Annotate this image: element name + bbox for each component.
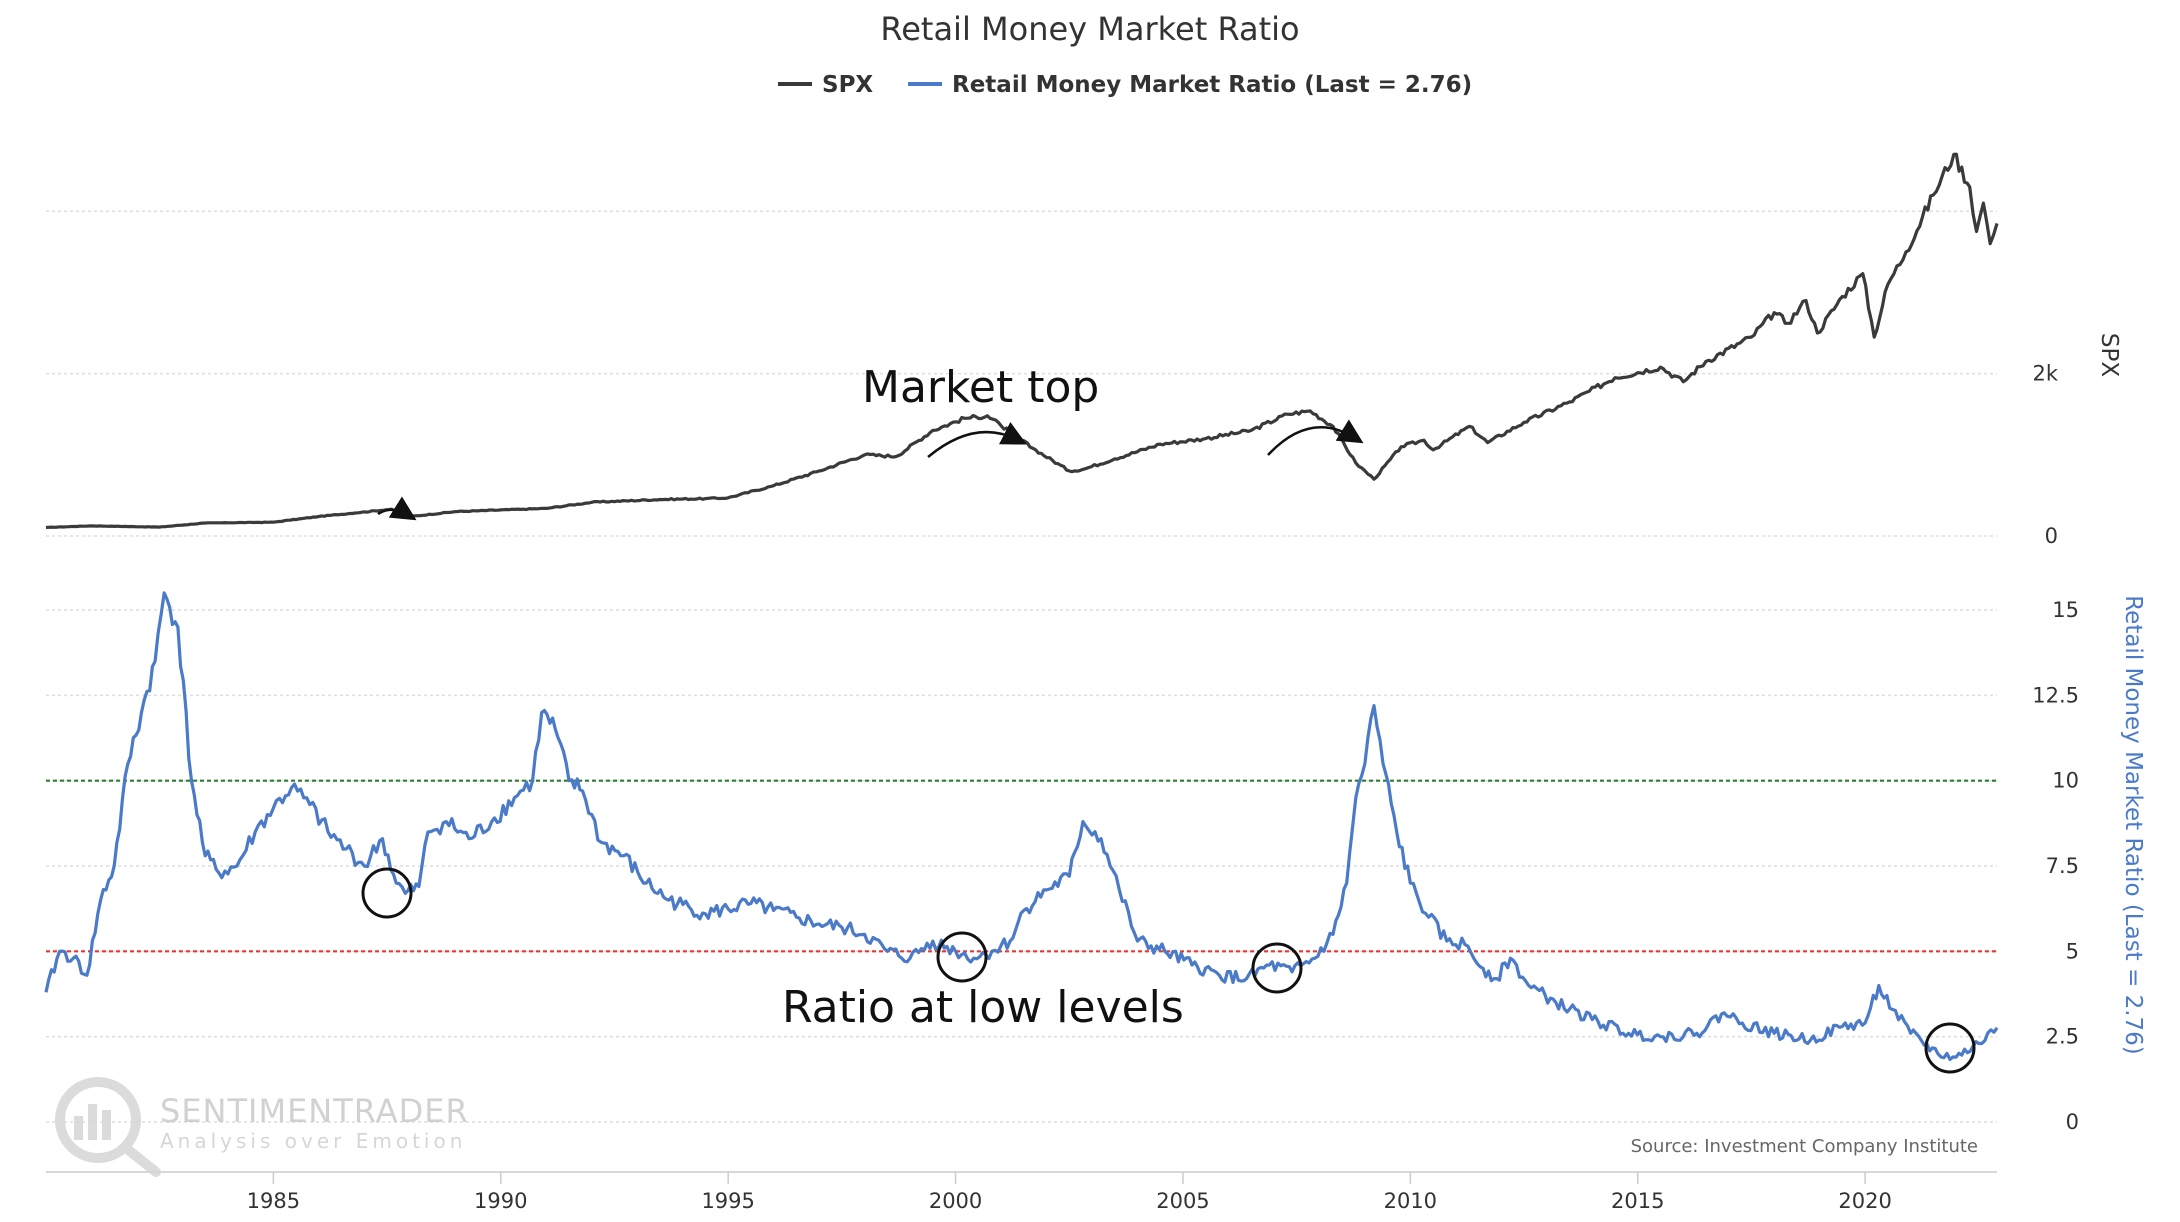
ratio-tick-label: 12.5 [2032,683,2079,707]
ratio-tick-label: 15 [2052,598,2079,622]
ratio-axis-title: Retail Money Market Ratio (Last = 2.76) [2120,595,2146,1055]
annotation-ratio-low: Ratio at low levels [782,982,1184,1033]
watermark-logo-icon [55,1077,161,1177]
annotation-circle-2022 [1924,1022,1976,1074]
x-tick-label: 2020 [1838,1189,1891,1213]
watermark: SENTIMENTRADER Analysis over Emotion [55,1077,469,1177]
annotations: Market top Ratio at low levels [361,362,1976,1074]
annotation-circle-1987 [361,867,413,919]
spx-tick-label: 2k [2032,362,2058,386]
chart-title: Retail Money Market Ratio [880,10,1299,48]
spx-axis-title: SPX [2096,333,2122,377]
x-tick-label: 2005 [1156,1189,1209,1213]
legend-item-spx[interactable]: SPX [778,72,873,98]
ratio-tick-label: 0 [2066,1110,2079,1134]
annotation-arrow-2007 [1267,419,1364,456]
x-tick-label: 1995 [701,1189,754,1213]
ratio-tick-label: 7.5 [2046,854,2079,878]
legend-label-spx: SPX [822,72,873,98]
x-tick-label: 2000 [929,1189,982,1213]
annotation-circle-2000 [936,931,988,983]
source-note: Source: Investment Company Institute [1631,1136,1978,1157]
series-line-spx [45,152,1999,530]
threshold-lines [46,779,1997,953]
legend-item-ratio[interactable]: Retail Money Market Ratio (Last = 2.76) [908,72,1472,98]
watermark-tagline: Analysis over Emotion [160,1129,466,1153]
series-line-ratio [44,591,1999,1061]
ratio-tick-label: 10 [2052,769,2079,793]
annotation-arrow-2000 [927,422,1027,458]
ratio-tick-label: 5 [2066,939,2079,963]
ratio-axis: 0 2.5 5 7.5 10 12.5 15 [2032,598,2079,1134]
x-tick-label: 1985 [247,1189,300,1213]
x-tick-label: 1990 [474,1189,527,1213]
legend[interactable]: SPX Retail Money Market Ratio (Last = 2.… [778,72,1472,98]
x-axis: 1985 1990 1995 2000 2005 2010 2015 2020 [46,1171,1997,1213]
x-tick-label: 2010 [1384,1189,1437,1213]
legend-label-ratio: Retail Money Market Ratio (Last = 2.76) [952,72,1472,98]
spx-tick-label: 0 [2045,524,2058,548]
x-tick-label: 2015 [1611,1189,1664,1213]
annotation-market-top: Market top [862,362,1099,413]
annotation-circle-2007 [1251,942,1303,994]
annotation-arrow-1987 [377,496,417,521]
ratio-tick-label: 2.5 [2046,1025,2079,1049]
watermark-brand: SENTIMENTRADER [160,1092,469,1130]
spx-axis: 0 2k [2032,362,2058,548]
